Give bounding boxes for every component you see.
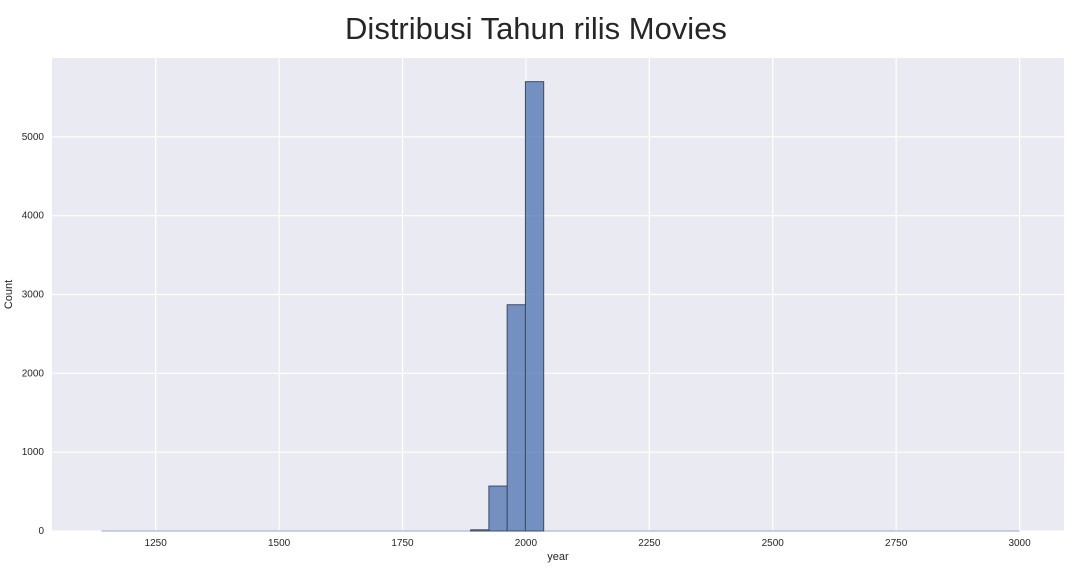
histogram-bar-1 (488, 485, 508, 532)
x-tick-label-5: 2500 (762, 538, 785, 549)
x-tick-label-3: 2000 (515, 538, 538, 549)
y-tick-label-0: 0 (38, 526, 44, 537)
y-tick-label-2: 2000 (22, 368, 45, 379)
chart-title: Distribusi Tahun rilis Movies (345, 11, 727, 46)
x-tick-label-4: 2250 (638, 538, 661, 549)
x-tick-label-1: 1500 (268, 538, 291, 549)
histogram-bar-2 (506, 304, 526, 532)
x-axis-label: year (547, 551, 569, 563)
histogram-bar-3 (524, 81, 545, 532)
x-tick-label-2: 1750 (391, 538, 414, 549)
tick-labels: 1250 1500 1750 2000 2250 2500 2750 3000 0 1000 200… (22, 132, 1031, 549)
y-tick-label-4: 4000 (22, 211, 45, 222)
x-tick-label-7: 3000 (1008, 538, 1031, 549)
y-axis-label: Count (3, 280, 15, 309)
y-tick-label-3: 3000 (22, 290, 45, 301)
histogram-bar-0 (470, 529, 490, 532)
y-tick-label-5: 5000 (22, 132, 45, 143)
y-tick-label-1: 1000 (22, 447, 45, 458)
histogram-bars (470, 81, 545, 532)
x-tick-label-6: 2750 (885, 538, 908, 549)
x-tick-label-0: 1250 (145, 538, 168, 549)
